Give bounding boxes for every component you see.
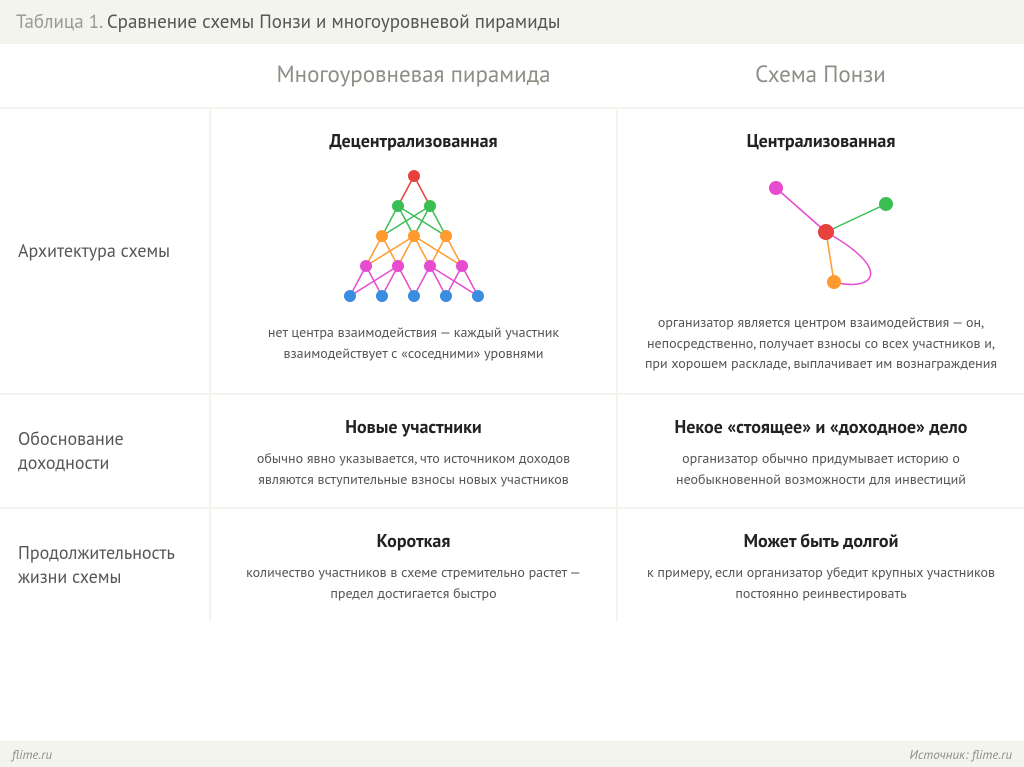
pyramid-diagram [304,162,524,312]
cell-desc: количество участников в схеме стремитель… [237,562,590,603]
cell-title: Децентрализованная [237,129,590,152]
cell-desc: нет центра взаимодействия — каждый участ… [237,322,590,363]
cell-lifetime-mlm: Короткая количество участников в схеме с… [210,508,617,621]
col-header-ponzi: Схема Понзи [617,44,1024,108]
cell-architecture-ponzi: Централизованная организатор является це… [617,108,1024,394]
row-header-lifetime: Продолжительность жизни схемы [0,508,210,621]
footer: flime.ru Источник: flime.ru [0,741,1024,767]
cell-title: Некое «стоящее» и «доходное» дело [644,415,998,438]
cell-desc: организатор обычно придумывает историю о… [644,448,998,489]
row-header-rationale: Обоснование доходности [0,394,210,508]
caption-title: Сравнение схемы Понзи и многоуровневой п… [107,10,561,34]
table-caption: Таблица 1. Сравнение схемы Понзи и много… [0,0,1024,44]
cell-desc: обычно явно указывается, что источником … [237,448,590,489]
footer-left: flime.ru [12,746,52,763]
col-header-mlm: Многоуровневая пирамида [210,44,617,108]
footer-right: Источник: flime.ru [909,746,1012,763]
cell-rationale-ponzi: Некое «стоящее» и «доходное» дело органи… [617,394,1024,508]
empty-corner [0,44,210,108]
star-diagram [716,162,926,302]
cell-title: Новые участники [237,415,590,438]
cell-desc: организатор является центром взаимодейст… [644,312,998,373]
cell-title: Короткая [237,529,590,552]
cell-architecture-mlm: Децентрализованная нет центра взаимодейс… [210,108,617,394]
row-header-architecture: Архитектура схемы [0,108,210,394]
comparison-table: Многоуровневая пирамида Схема Понзи Архи… [0,44,1024,621]
cell-lifetime-ponzi: Может быть долгой к примеру, если органи… [617,508,1024,621]
cell-desc: к примеру, если организатор убедит крупн… [644,562,998,603]
cell-title: Централизованная [644,129,998,152]
cell-title: Может быть долгой [644,529,998,552]
cell-rationale-mlm: Новые участники обычно явно указывается,… [210,394,617,508]
caption-label: Таблица 1. [16,10,102,34]
